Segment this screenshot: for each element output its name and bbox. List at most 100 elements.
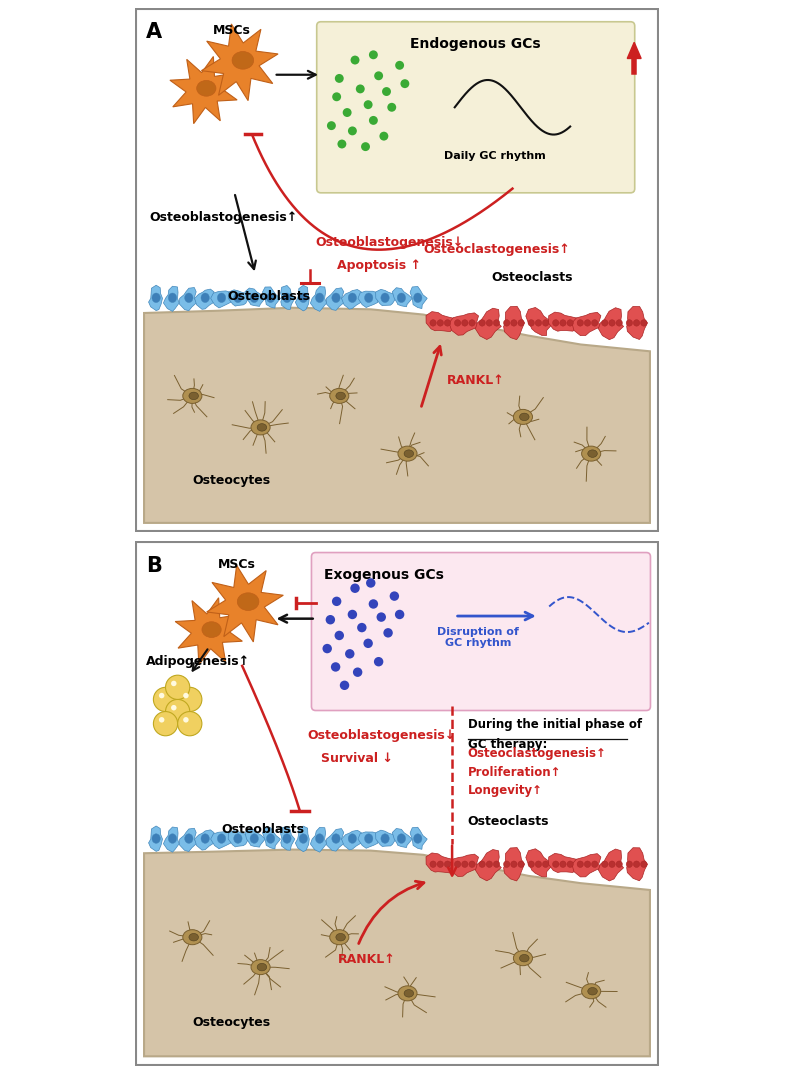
Text: Osteoblastogenesis↑: Osteoblastogenesis↑ — [149, 211, 298, 224]
Polygon shape — [627, 42, 641, 58]
Polygon shape — [526, 307, 553, 335]
Ellipse shape — [514, 409, 533, 424]
Ellipse shape — [233, 293, 242, 303]
Ellipse shape — [588, 988, 597, 995]
Ellipse shape — [542, 861, 549, 868]
Ellipse shape — [267, 834, 275, 843]
Polygon shape — [245, 288, 265, 306]
Ellipse shape — [398, 446, 417, 461]
Circle shape — [178, 687, 202, 712]
Polygon shape — [572, 313, 602, 335]
Polygon shape — [245, 829, 265, 847]
Polygon shape — [476, 308, 501, 340]
Ellipse shape — [553, 861, 559, 868]
Ellipse shape — [397, 293, 406, 303]
Ellipse shape — [511, 861, 517, 868]
Circle shape — [334, 631, 344, 641]
Ellipse shape — [503, 319, 510, 326]
Polygon shape — [179, 288, 197, 311]
Polygon shape — [202, 24, 278, 101]
Text: Osteoblasts: Osteoblasts — [222, 823, 305, 836]
Ellipse shape — [336, 934, 345, 941]
Ellipse shape — [567, 861, 573, 868]
Polygon shape — [144, 849, 650, 1056]
Polygon shape — [410, 828, 427, 849]
Ellipse shape — [514, 951, 533, 966]
Ellipse shape — [257, 424, 267, 431]
Circle shape — [159, 717, 164, 723]
Circle shape — [343, 108, 352, 117]
Ellipse shape — [202, 622, 222, 637]
FancyBboxPatch shape — [311, 553, 650, 711]
Ellipse shape — [218, 834, 225, 843]
Polygon shape — [310, 828, 326, 853]
Polygon shape — [526, 848, 553, 876]
Ellipse shape — [528, 861, 534, 868]
Ellipse shape — [237, 593, 259, 610]
Ellipse shape — [584, 861, 591, 868]
Ellipse shape — [535, 319, 542, 326]
Ellipse shape — [315, 834, 324, 843]
Ellipse shape — [454, 861, 461, 868]
Ellipse shape — [283, 834, 291, 843]
Polygon shape — [206, 565, 283, 642]
Polygon shape — [170, 56, 237, 123]
Polygon shape — [626, 847, 648, 881]
Ellipse shape — [348, 834, 357, 843]
Ellipse shape — [397, 834, 406, 843]
Circle shape — [331, 662, 341, 672]
Ellipse shape — [582, 446, 601, 461]
Circle shape — [361, 142, 370, 151]
Ellipse shape — [183, 929, 202, 945]
Polygon shape — [326, 829, 345, 852]
Ellipse shape — [602, 319, 608, 326]
Polygon shape — [426, 312, 456, 332]
Text: Daily GC rhythm: Daily GC rhythm — [444, 151, 546, 161]
Polygon shape — [310, 287, 326, 312]
Polygon shape — [449, 854, 479, 876]
Circle shape — [159, 692, 164, 698]
Text: Osteocytes: Osteocytes — [192, 1016, 271, 1029]
Ellipse shape — [189, 934, 198, 941]
Circle shape — [340, 681, 349, 690]
Ellipse shape — [486, 319, 492, 326]
Polygon shape — [549, 854, 578, 872]
Polygon shape — [341, 290, 362, 309]
Ellipse shape — [364, 834, 373, 843]
Polygon shape — [195, 830, 214, 850]
Text: During the initial phase of: During the initial phase of — [468, 718, 642, 731]
Polygon shape — [410, 287, 427, 308]
Circle shape — [364, 101, 372, 109]
Polygon shape — [572, 854, 602, 876]
Polygon shape — [280, 827, 295, 850]
Ellipse shape — [430, 861, 436, 868]
Ellipse shape — [250, 293, 258, 303]
Text: Osteoclasts: Osteoclasts — [491, 270, 573, 283]
Ellipse shape — [469, 861, 476, 868]
Text: Osteoclastogenesis↑: Osteoclastogenesis↑ — [423, 242, 570, 255]
Ellipse shape — [493, 861, 499, 868]
Circle shape — [165, 699, 190, 724]
Circle shape — [327, 121, 336, 130]
Text: RANKL↑: RANKL↑ — [447, 373, 505, 386]
Ellipse shape — [616, 861, 622, 868]
Ellipse shape — [404, 450, 414, 458]
Ellipse shape — [461, 319, 468, 326]
Circle shape — [374, 657, 384, 667]
Circle shape — [171, 681, 176, 686]
Polygon shape — [210, 832, 231, 848]
Ellipse shape — [201, 293, 210, 303]
Ellipse shape — [577, 861, 584, 868]
Ellipse shape — [152, 293, 160, 303]
Circle shape — [322, 644, 332, 654]
Polygon shape — [599, 849, 623, 881]
Ellipse shape — [493, 319, 499, 326]
Circle shape — [384, 629, 393, 637]
Ellipse shape — [560, 319, 566, 326]
Polygon shape — [549, 312, 578, 331]
Circle shape — [345, 649, 354, 659]
Ellipse shape — [445, 319, 451, 326]
Ellipse shape — [332, 293, 340, 303]
Ellipse shape — [201, 834, 210, 843]
Ellipse shape — [577, 319, 584, 326]
